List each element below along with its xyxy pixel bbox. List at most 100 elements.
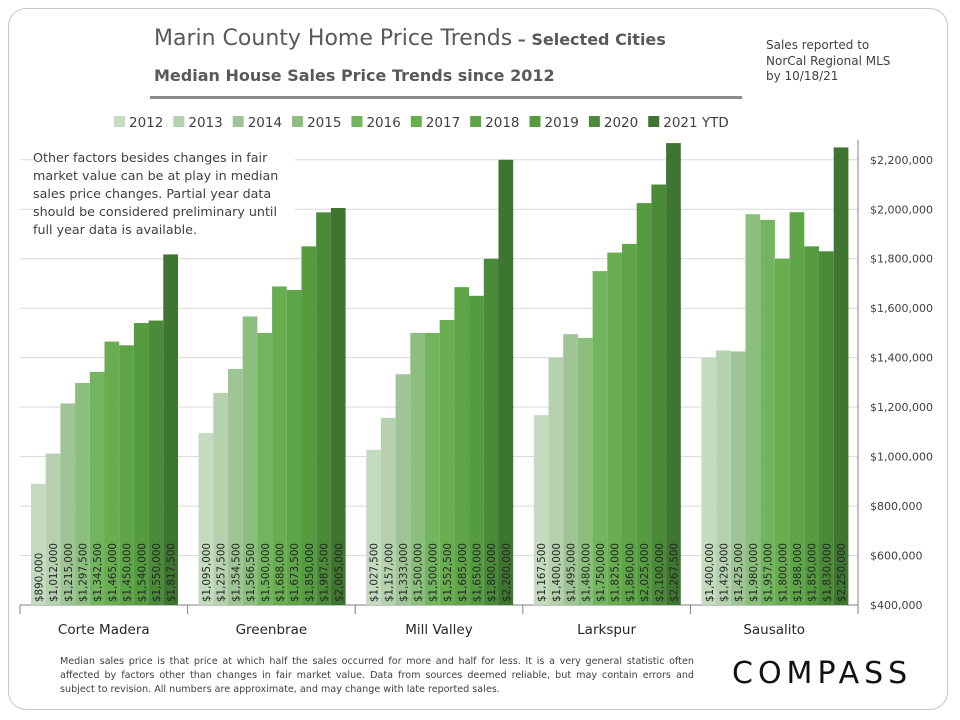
compass-logo: COMPASS [732, 656, 913, 691]
y-tick-label: $1,800,000 [870, 253, 933, 266]
y-tick-label: $1,000,000 [870, 451, 933, 464]
bar [133, 323, 149, 605]
bar [469, 295, 484, 605]
bar-value-label: $1,650,000 [471, 543, 483, 602]
y-tick-label: $2,200,000 [870, 154, 933, 167]
bar-value-label: $1,342,500 [92, 543, 104, 602]
y-tick-label: $1,400,000 [870, 352, 933, 365]
bar [454, 287, 470, 605]
bar [257, 332, 273, 605]
bar [301, 246, 317, 605]
bar [577, 337, 593, 605]
legend-swatch [470, 116, 482, 127]
bar [75, 383, 90, 605]
bar-value-label: $1,830,000 [821, 543, 833, 602]
bar-value-label: $1,167,500 [536, 543, 548, 602]
chart-annotation: Other factors besides changes in fair ma… [33, 149, 295, 239]
bar [819, 251, 834, 605]
bar [592, 271, 608, 605]
bar [410, 332, 425, 605]
y-tick-label: $600,000 [870, 550, 923, 563]
bar [425, 332, 440, 605]
bar-value-label: $1,566,500 [245, 543, 257, 602]
bar [701, 357, 717, 605]
bar [148, 320, 164, 605]
y-tick-label: $1,200,000 [870, 401, 933, 414]
y-tick-label: $800,000 [870, 500, 923, 513]
source-note: Sales reported to NorCal Regional MLS by… [766, 38, 890, 85]
bar [563, 334, 578, 605]
bar-value-label: $1,400,000 [704, 543, 716, 602]
bar [119, 345, 134, 605]
x-category-label: Mill Valley [405, 622, 472, 638]
bar-value-label: $1,425,000 [733, 543, 745, 602]
legend-label: 2016 [366, 115, 400, 131]
legend-swatch [173, 116, 185, 127]
bar-value-label: $1,333,000 [398, 543, 410, 602]
bar-value-label: $1,987,500 [319, 543, 331, 602]
bar-value-label: $1,465,000 [107, 543, 119, 602]
bar-value-label: $1,688,000 [274, 543, 286, 602]
bar-value-label: $1,850,000 [807, 543, 819, 602]
x-category-label: Greenbrae [236, 622, 308, 638]
bar-value-label: $1,685,000 [457, 543, 469, 602]
legend-label: 2021 YTD [663, 115, 729, 131]
bar-value-label: $1,157,000 [383, 543, 395, 602]
bar [498, 159, 514, 605]
bar-value-label: $1,800,000 [486, 543, 498, 602]
legend-swatch [648, 116, 660, 127]
bar-value-label: $1,850,000 [304, 543, 316, 602]
bar [730, 351, 746, 605]
bar-value-label: $1,429,000 [718, 543, 730, 602]
bar-value-label: $1,297,500 [77, 543, 89, 602]
bar-value-label: $1,817,500 [166, 543, 178, 602]
bar [651, 184, 667, 605]
bar-value-label: $2,005,000 [333, 543, 345, 602]
bar-value-label: $1,480,000 [580, 543, 592, 602]
bar [548, 357, 564, 605]
bar-value-label: $1,988,000 [792, 543, 804, 602]
legend-swatch [351, 116, 363, 127]
bar [213, 392, 228, 605]
bar-value-label: $1,500,000 [427, 543, 439, 602]
bar [804, 246, 819, 605]
bar [31, 483, 46, 605]
bar [163, 254, 178, 605]
legend-label: 2014 [248, 115, 282, 131]
legend-label: 2020 [604, 115, 638, 131]
bar [395, 374, 411, 605]
bar [666, 143, 681, 606]
source-line: NorCal Regional MLS [766, 53, 891, 68]
bar-value-label: $1,957,000 [763, 543, 775, 602]
chart-title-main: Marin County Home Price Trends [154, 26, 513, 51]
chart-title-suffix: – Selected Cities [512, 30, 666, 49]
legend-swatch [114, 116, 125, 127]
bar-value-label: $1,215,000 [63, 543, 75, 602]
bar [242, 316, 258, 605]
legend-label: 2012 [129, 115, 163, 131]
bar [607, 252, 622, 605]
bar [60, 403, 76, 605]
legend-label: 2015 [307, 115, 341, 131]
bar-value-label: $1,673,500 [289, 543, 301, 602]
bar-value-label: $2,267,500 [668, 543, 680, 602]
bar [198, 433, 214, 605]
x-category-label: Corte Madera [58, 622, 150, 638]
bar [774, 258, 790, 605]
legend-swatch [588, 116, 600, 127]
bar-value-label: $890,000 [33, 553, 45, 602]
bar-value-label: $1,027,500 [369, 543, 381, 602]
bar-value-label: $1,095,000 [201, 543, 213, 602]
bar-value-label: $1,825,000 [610, 543, 622, 602]
bar-value-label: $1,354,500 [230, 543, 242, 602]
bar [533, 415, 549, 605]
bar [45, 453, 61, 605]
bar [745, 214, 761, 605]
legend-swatch [529, 116, 541, 127]
x-category-label: Sausalito [743, 622, 805, 638]
bar [272, 286, 287, 605]
y-tick-label: $400,000 [870, 599, 923, 612]
bar-value-label: $1,750,000 [595, 543, 607, 602]
bar [330, 208, 346, 605]
